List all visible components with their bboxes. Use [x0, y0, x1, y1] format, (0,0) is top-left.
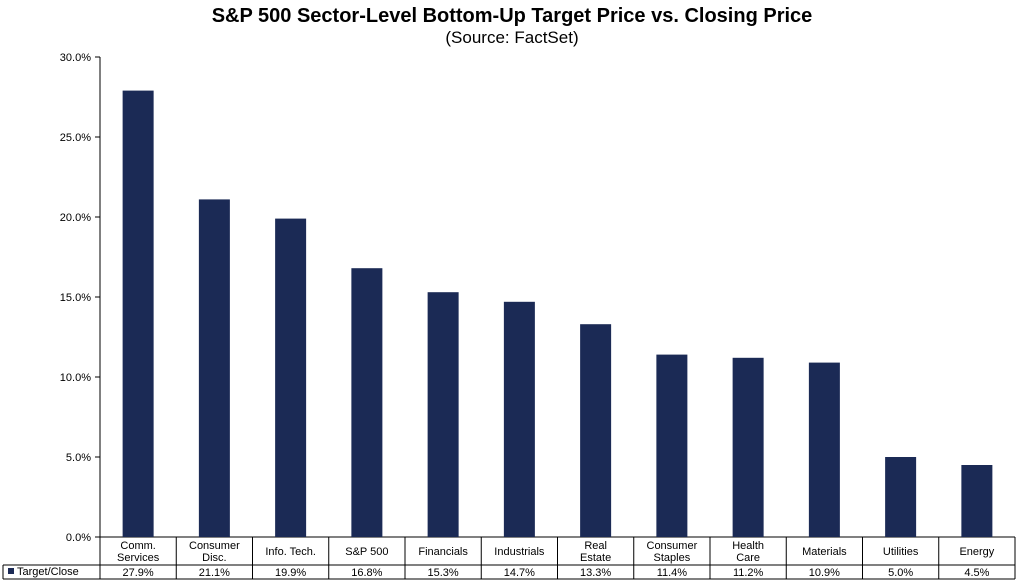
data-label: 15.3%	[428, 567, 459, 579]
data-label: 21.1%	[199, 567, 230, 579]
data-label: 19.9%	[275, 567, 306, 579]
category-label: Industrials	[494, 546, 545, 558]
bar	[198, 199, 230, 537]
y-tick-label: 30.0%	[60, 52, 91, 64]
bar	[580, 324, 612, 537]
y-tick-label: 20.0%	[60, 212, 91, 224]
chart-title-block: S&P 500 Sector-Level Bottom-Up Target Pr…	[0, 4, 1024, 48]
category-label: Health Care	[732, 540, 764, 564]
category-label: Consumer Disc.	[189, 540, 240, 564]
y-tick-label: 25.0%	[60, 132, 91, 144]
bar	[808, 362, 840, 537]
category-label: Real Estate	[580, 540, 611, 564]
bar	[885, 457, 917, 537]
y-tick-label: 10.0%	[60, 372, 91, 384]
bar	[961, 465, 993, 537]
category-label: Utilities	[883, 546, 919, 558]
category-label: S&P 500	[345, 546, 388, 558]
category-label: Energy	[959, 546, 994, 558]
data-label: 5.0%	[888, 567, 913, 579]
y-tick-label: 0.0%	[66, 532, 91, 544]
data-label: 4.5%	[964, 567, 989, 579]
bar	[503, 301, 535, 537]
bar	[122, 90, 154, 537]
chart-title: S&P 500 Sector-Level Bottom-Up Target Pr…	[211, 5, 813, 27]
legend-swatch	[8, 568, 14, 574]
data-label: 16.8%	[351, 567, 382, 579]
bar	[275, 218, 307, 537]
data-label: 11.2%	[733, 567, 764, 579]
y-tick-label: 5.0%	[66, 452, 91, 464]
legend-label: Target/Close	[17, 566, 79, 578]
data-label: 27.9%	[123, 567, 154, 579]
chart-subtitle: (Source: FactSet)	[445, 28, 579, 47]
category-label: Info. Tech.	[265, 546, 316, 558]
data-label: 11.4%	[657, 567, 688, 579]
bar	[351, 268, 383, 537]
category-label: Consumer Staples	[647, 540, 698, 564]
category-label: Comm. Services	[117, 540, 160, 564]
bar	[732, 357, 764, 537]
bar	[656, 354, 688, 537]
data-label: 14.7%	[504, 567, 535, 579]
y-tick-label: 15.0%	[60, 292, 91, 304]
category-label: Financials	[418, 546, 468, 558]
category-label: Materials	[802, 546, 847, 558]
data-label: 13.3%	[580, 567, 611, 579]
bar	[427, 292, 459, 537]
data-label: 10.9%	[809, 567, 840, 579]
